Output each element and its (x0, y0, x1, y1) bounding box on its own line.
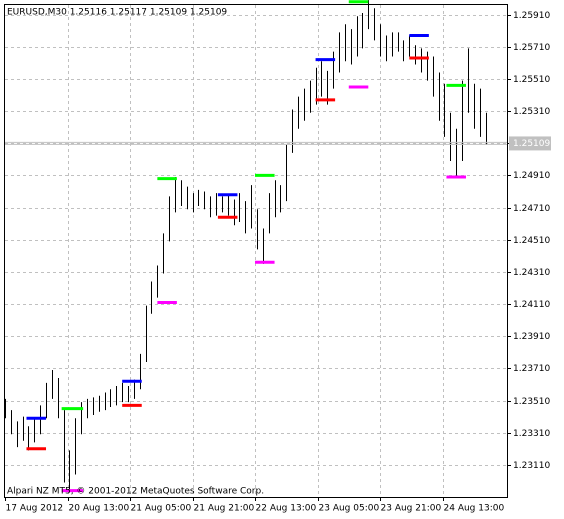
x-tick-label: 22 Aug 13:00 (256, 504, 317, 514)
y-tick-label: 1.24110 (513, 300, 550, 310)
last-price-box (509, 136, 551, 151)
grid-layer (5, 5, 507, 497)
y-tick-label: 1.23110 (513, 461, 550, 471)
marks-layer (5, 0, 507, 493)
x-tick-label: 24 Aug 13:00 (444, 504, 505, 514)
y-tick-label: 1.25710 (513, 43, 550, 53)
x-tick-label: 21 Aug 21:00 (194, 504, 255, 514)
y-tick-label: 1.24510 (513, 236, 550, 246)
y-tick-label: 1.25310 (513, 107, 550, 117)
y-tick-label: 1.24910 (513, 171, 550, 181)
x-tick-label: 20 Aug 13:00 (69, 504, 130, 514)
x-tick-label: 21 Aug 05:00 (131, 504, 192, 514)
footer: Alpari NZ MT5, © 2001-2012 MetaQuotes So… (7, 487, 264, 497)
y-tick-label: 1.24710 (513, 204, 550, 214)
last-price-label: 1.25109 (513, 139, 550, 149)
y-tick-label: 1.23710 (513, 364, 550, 374)
x-tick-label: 17 Aug 2012 (6, 504, 64, 514)
y-tick-label: 1.25910 (513, 11, 550, 21)
x-tick-label: 23 Aug 05:00 (319, 504, 380, 514)
y-tick-label: 1.25510 (513, 75, 550, 85)
y-tick-label: 1.23910 (513, 332, 550, 342)
y-tick-label: 1.23310 (513, 429, 550, 439)
x-tick-label: 23 Aug 21:00 (381, 504, 442, 514)
chart-title: EURUSD,M30 1.25116 1.25117 1.25109 1.251… (7, 8, 227, 18)
y-tick-label: 1.23510 (513, 397, 550, 407)
y-tick-label: 1.24310 (513, 268, 550, 278)
